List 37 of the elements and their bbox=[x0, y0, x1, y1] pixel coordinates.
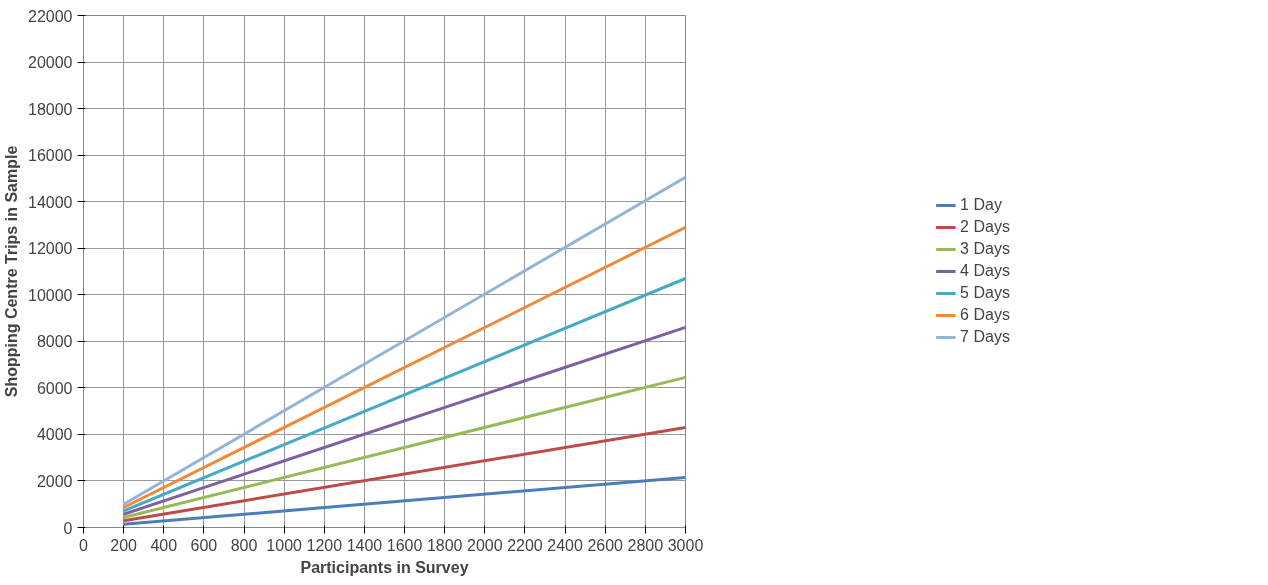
x-tick-label: 1400 bbox=[346, 536, 383, 554]
y-tick-label: 8000 bbox=[36, 333, 73, 351]
legend-label: 1 Day bbox=[960, 196, 1002, 214]
legend-label: 2 Days bbox=[960, 218, 1010, 236]
y-tick-label: 18000 bbox=[28, 100, 73, 118]
x-tick-label: 600 bbox=[190, 536, 218, 554]
legend-label: 3 Days bbox=[960, 240, 1010, 258]
y-tick-label: 20000 bbox=[28, 54, 73, 72]
y-axis-title: Shopping Centre Trips in Sample bbox=[3, 145, 21, 398]
legend-label: 7 Days bbox=[960, 328, 1010, 346]
legend-label: 6 Days bbox=[960, 306, 1010, 324]
x-tick-label: 2400 bbox=[547, 536, 583, 554]
x-tick-label: 800 bbox=[230, 536, 258, 554]
y-tick-label: 22000 bbox=[28, 7, 73, 25]
x-tick-label: 200 bbox=[110, 536, 138, 554]
y-tick-label: 4000 bbox=[36, 426, 73, 444]
y-tick-label: 16000 bbox=[28, 147, 73, 165]
legend-label: 4 Days bbox=[960, 262, 1010, 280]
x-tick-label: 0 bbox=[79, 536, 89, 554]
y-tick-label: 10000 bbox=[28, 286, 73, 304]
x-axis-title: Participants in Survey bbox=[300, 558, 469, 576]
y-tick-label: 14000 bbox=[28, 193, 73, 211]
x-tick-label: 2200 bbox=[507, 536, 543, 554]
x-tick-label: 1000 bbox=[266, 536, 303, 554]
legend-label: 5 Days bbox=[960, 284, 1010, 302]
x-tick-label: 1800 bbox=[426, 536, 463, 554]
x-tick-label: 2600 bbox=[587, 536, 624, 554]
y-tick-label: 0 bbox=[63, 519, 73, 537]
y-tick-label: 12000 bbox=[28, 240, 73, 258]
x-tick-label: 1200 bbox=[306, 536, 343, 554]
x-tick-label: 400 bbox=[150, 536, 178, 554]
x-tick-label: 2000 bbox=[467, 536, 503, 554]
x-tick-label: 2800 bbox=[627, 536, 664, 554]
y-tick-label: 6000 bbox=[36, 379, 73, 397]
y-tick-label: 2000 bbox=[36, 472, 73, 490]
x-tick-label: 1600 bbox=[386, 536, 423, 554]
x-tick-label: 3000 bbox=[667, 536, 704, 554]
